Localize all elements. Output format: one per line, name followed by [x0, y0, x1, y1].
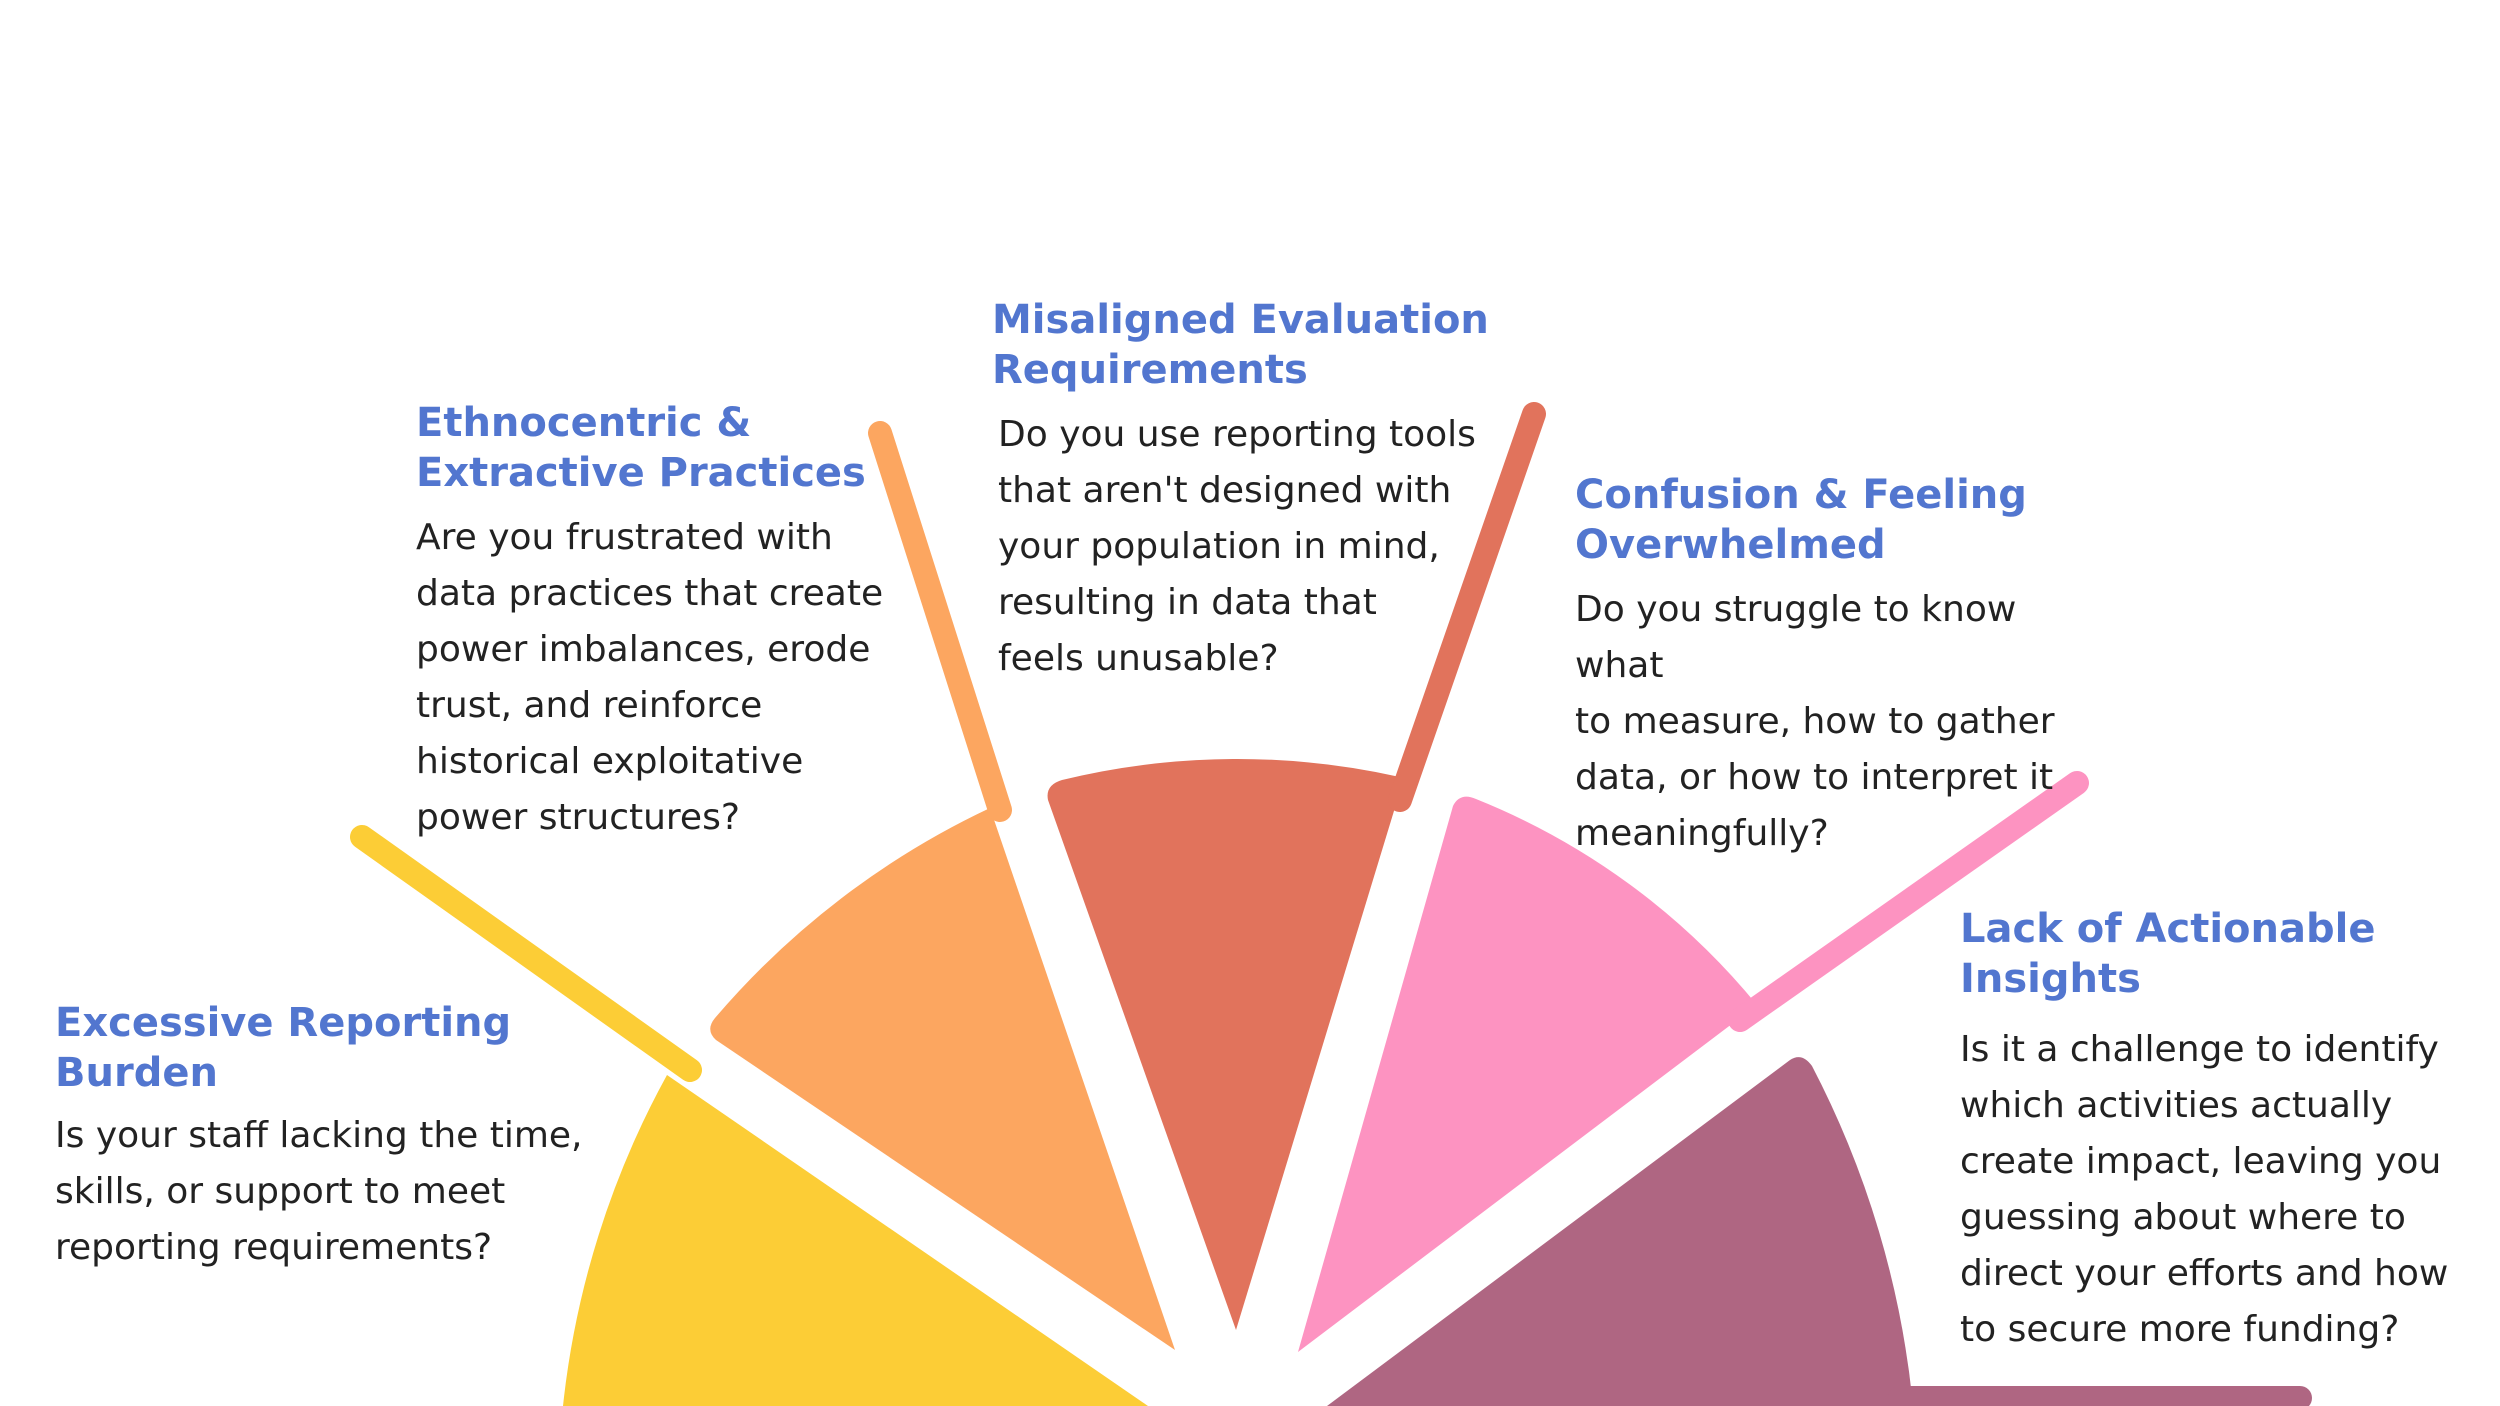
block-confusion-feeling-overwhelmed: Confusion & Feeling Overwhelmed Do you s…	[1575, 470, 2115, 862]
block-text-line: your population in mind,	[998, 526, 1440, 567]
block-text-line: Do you use reporting tools	[998, 414, 1476, 455]
block-text-line: guessing about where to	[1960, 1197, 2406, 1238]
segment-misaligned	[1047, 402, 1546, 1330]
block-text: Is your staff lacking the time, skills, …	[55, 1108, 615, 1276]
block-text-line: to measure, how to gather	[1575, 701, 2055, 742]
block-text-line: power imbalances, erode	[416, 629, 871, 670]
segment-ethnocentric-wedge	[710, 808, 1175, 1350]
block-text-line: Is it a challenge to identify	[1960, 1029, 2439, 1070]
block-text-line: resulting in data that	[998, 582, 1377, 623]
block-title-line: Confusion & Feeling	[1575, 472, 2027, 518]
block-text-line: Are you frustrated with	[416, 517, 833, 558]
block-text-line: historical exploitative	[416, 741, 804, 782]
block-title-line: Extractive Practices	[416, 450, 866, 496]
segment-misaligned-wedge	[1047, 758, 1404, 1330]
block-title-line: Requirements	[992, 347, 1308, 393]
block-text-line: reporting requirements?	[55, 1227, 493, 1268]
block-title: Ethnocentric & Extractive Practices	[416, 398, 896, 498]
segment-lack-wedge	[1327, 1057, 1913, 1406]
block-text-line: feels unusable?	[998, 638, 1279, 679]
block-text-line: data, or how to interpret it	[1575, 757, 2054, 798]
block-ethnocentric-extractive-practices: Ethnocentric & Extractive Practices Are …	[416, 398, 896, 846]
segment-confusion-wedge	[1298, 796, 1757, 1352]
block-title-line: Excessive Reporting	[55, 1000, 512, 1046]
segment-confusion-pointer	[1728, 771, 2089, 1032]
block-text-line: power structures?	[416, 797, 740, 838]
block-text: Are you frustrated with data practices t…	[416, 510, 896, 846]
block-title-line: Misaligned Evaluation	[992, 297, 1489, 343]
block-text: Do you use reporting tools that aren't d…	[992, 407, 1512, 687]
segment-excessive	[350, 825, 1148, 1406]
block-title-line: Overwhelmed	[1575, 522, 1886, 568]
segment-excessive-pointer	[350, 825, 702, 1082]
segment-excessive-wedge	[563, 1075, 1148, 1406]
block-title-line: Lack of Actionable	[1960, 906, 2376, 952]
block-text-line: Do you struggle to know what	[1575, 589, 2017, 686]
block-title: Excessive Reporting Burden	[55, 998, 615, 1098]
block-text-line: meaningfully?	[1575, 813, 1829, 854]
block-title-line: Insights	[1960, 956, 2141, 1002]
segment-ethnocentric-pointer	[868, 421, 1012, 822]
block-text-line: create impact, leaving you	[1960, 1141, 2442, 1182]
block-text-line: to secure more funding?	[1960, 1309, 2400, 1350]
block-title-line: Burden	[55, 1050, 218, 1096]
block-title: Lack of Actionable Insights	[1960, 904, 2470, 1004]
block-lack-of-actionable-insights: Lack of Actionable Insights Is it a chal…	[1960, 904, 2470, 1358]
block-text-line: that aren't designed with	[998, 470, 1452, 511]
block-excessive-reporting-burden: Excessive Reporting Burden Is your staff…	[55, 998, 615, 1276]
block-text-line: trust, and reinforce	[416, 685, 763, 726]
segment-confusion	[1298, 771, 2089, 1352]
block-text-line: skills, or support to meet	[55, 1171, 506, 1212]
block-text-line: which activities actually	[1960, 1085, 2393, 1126]
block-title: Confusion & Feeling Overwhelmed	[1575, 470, 2115, 570]
block-text-line: direct your efforts and how	[1960, 1253, 2449, 1294]
block-misaligned-evaluation-requirements: Misaligned Evaluation Requirements Do yo…	[992, 295, 1512, 687]
block-text: Do you struggle to know what to measure,…	[1575, 582, 2115, 862]
block-title-line: Ethnocentric &	[416, 400, 752, 446]
block-text-line: data practices that create	[416, 573, 884, 614]
block-text: Is it a challenge to identify which acti…	[1960, 1022, 2470, 1358]
block-text-line: Is your staff lacking the time,	[55, 1115, 583, 1156]
block-title: Misaligned Evaluation Requirements	[992, 295, 1512, 395]
segment-misaligned-pointer	[1388, 402, 1546, 812]
segment-ethnocentric	[710, 421, 1175, 1350]
segment-lack	[1327, 1057, 2312, 1406]
